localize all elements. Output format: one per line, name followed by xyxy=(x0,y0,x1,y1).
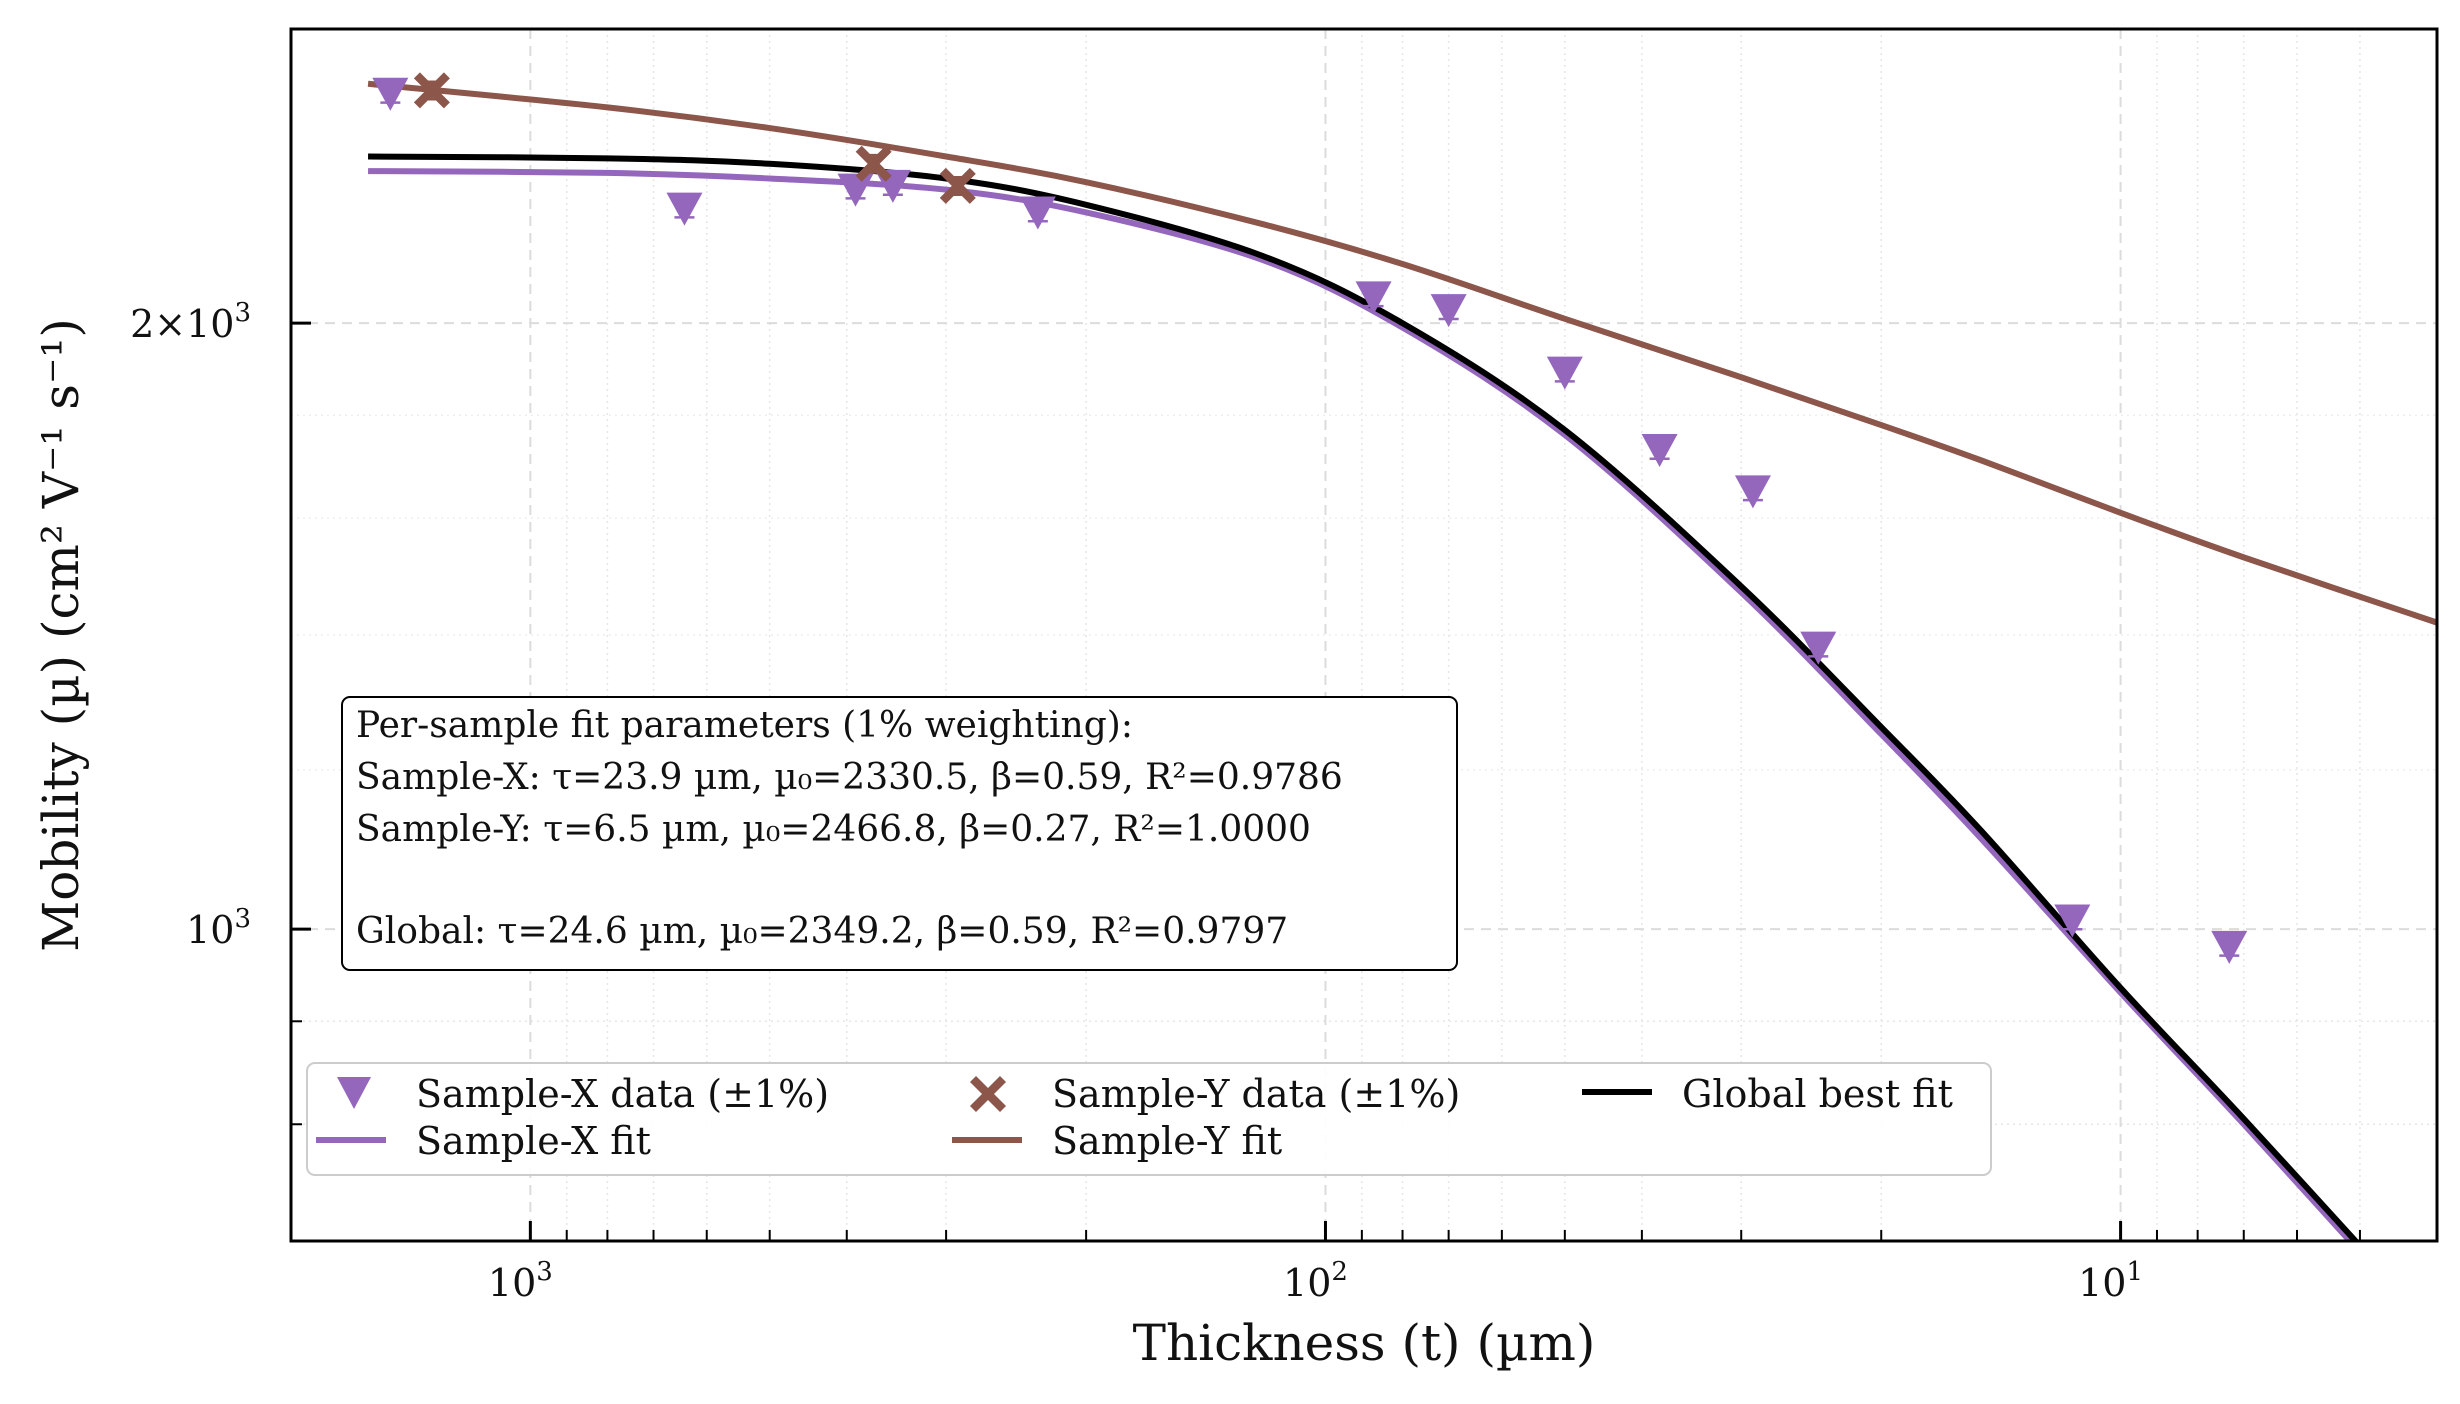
data-point-sample-x xyxy=(1355,281,1392,315)
data-point-sample-y xyxy=(939,167,976,204)
x-axis-label: Thickness (t) (µm) xyxy=(1133,1314,1596,1372)
fit-line-global-best-fit xyxy=(368,153,2360,1241)
legend-entry-sample-x-data: Sample-X data (±1%) xyxy=(337,1072,829,1116)
legend-label: Sample-Y fit xyxy=(1052,1119,1282,1163)
x-tick-label: 103 xyxy=(488,1257,553,1305)
legend-entry-sample-y-fit: Sample-Y fit xyxy=(952,1119,1282,1163)
data-point-sample-x xyxy=(1019,196,1056,230)
legend-entry-sample-y-data: Sample-Y data (±1%) xyxy=(970,1072,1460,1116)
series-layer xyxy=(367,72,2437,1241)
x-tick-label: 102 xyxy=(1283,1257,1348,1305)
data-point-sample-x xyxy=(666,192,703,226)
fit-line-sample-x-fit xyxy=(368,168,2354,1241)
data-point-sample-y xyxy=(855,145,892,182)
fit-parameters-box: Per-sample fit parameters (1% weighting)… xyxy=(341,696,1458,971)
legend-entry-global-fit: Global best fit xyxy=(1582,1072,1953,1116)
data-point-sample-x xyxy=(1430,294,1467,328)
fit-parameters-line: Sample-X: τ=23.9 µm, µ₀=2330.5, β=0.59, … xyxy=(356,757,1343,798)
legend-triangle-marker xyxy=(337,1077,371,1109)
fit-parameters-title: Per-sample fit parameters (1% weighting)… xyxy=(356,705,1133,746)
data-point-sample-x xyxy=(1734,475,1771,509)
legend-label: Global best fit xyxy=(1682,1072,1953,1116)
ticks: 103 102 101 2×103 103 xyxy=(130,298,2438,1305)
data-point-sample-x xyxy=(1546,356,1583,390)
legend-label: Sample-Y data (±1%) xyxy=(1052,1072,1460,1116)
data-point-sample-x xyxy=(2211,930,2248,964)
legend-label: Sample-X data (±1%) xyxy=(416,1072,829,1116)
y-axis-label: Mobility (µ) (cm² V⁻¹ s⁻¹) xyxy=(32,318,90,952)
y-tick-label: 103 xyxy=(186,904,251,952)
legend-x-marker xyxy=(970,1076,1006,1112)
legend-frame xyxy=(306,1062,1992,1176)
fit-parameters-frame xyxy=(341,696,1458,971)
fit-parameters-line: Sample-Y: τ=6.5 µm, µ₀=2466.8, β=0.27, R… xyxy=(356,809,1311,850)
data-point-sample-y xyxy=(413,72,450,109)
plot-frame xyxy=(289,27,2439,1243)
legend: Sample-X data (±1%) Sample-X fit Sample-… xyxy=(306,1062,1992,1176)
legend-entry-sample-x-fit: Sample-X fit xyxy=(316,1119,651,1163)
y-tick-label: 2×103 xyxy=(130,298,251,346)
data-point-sample-x xyxy=(372,77,409,111)
fit-parameters-line: Global: τ=24.6 µm, µ₀=2349.2, β=0.59, R²… xyxy=(356,911,1288,952)
data-point-sample-x xyxy=(1800,631,1837,665)
data-point-sample-x xyxy=(837,173,874,207)
data-point-sample-x xyxy=(2054,904,2091,938)
x-tick-label: 101 xyxy=(2078,1257,2143,1305)
legend-label: Sample-X fit xyxy=(416,1119,651,1163)
fit-line-sample-y-fit xyxy=(367,80,2437,626)
data-point-sample-x xyxy=(1641,433,1678,467)
